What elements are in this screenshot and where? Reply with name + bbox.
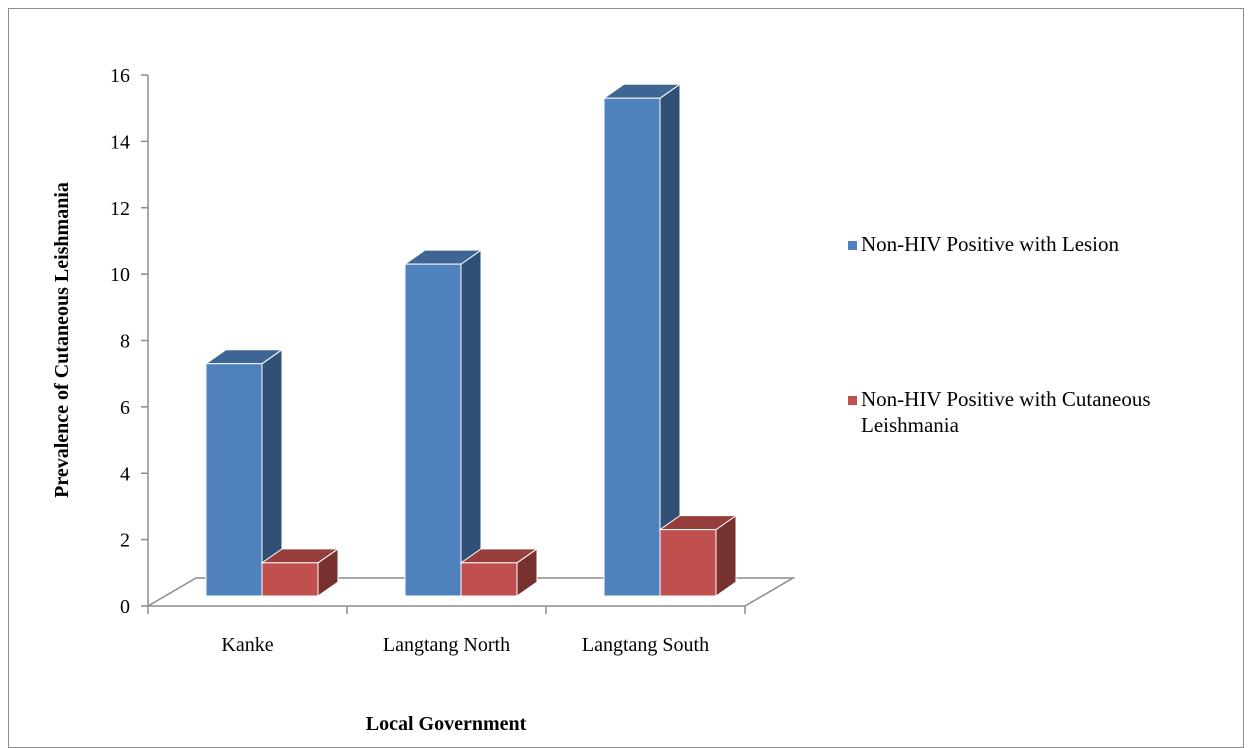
bar-leishmania-langtang-south: [658, 514, 738, 597]
y-tick-label: 4: [120, 463, 130, 485]
bar-lesion-langtang-north: [403, 249, 483, 597]
y-axis-title: Prevalence of Cutaneous Leishmania: [51, 182, 73, 498]
bar-lesion-kanke: [204, 348, 284, 597]
bar-front: [261, 562, 319, 597]
bar-side: [460, 249, 482, 597]
legend: Non-HIV Positive with Lesion Non-HIV Posi…: [848, 232, 1151, 437]
y-tick-label: 14: [110, 131, 130, 153]
bar-leishmania-kanke: [260, 547, 340, 597]
x-axis-title: Local Government: [366, 713, 527, 735]
bar-lesion-langtang-south: [602, 83, 682, 597]
legend-swatch: [848, 241, 857, 250]
legend-item: Non-HIV Positive with Lesion: [848, 232, 1120, 256]
bar-front: [659, 529, 717, 597]
x-axis-labels: Kanke Langtang North Langtang South: [221, 634, 709, 656]
bar-front: [460, 562, 518, 597]
y-tick-label: 16: [110, 65, 130, 87]
legend-item: Non-HIV Positive with Cutaneous Leishmani…: [848, 387, 1151, 437]
y-tick-label: 8: [120, 331, 130, 353]
y-tick-label: 10: [110, 264, 130, 286]
y-axis: 0 2 4 6 8 10 12 14 16: [110, 65, 746, 618]
bar-front: [404, 263, 462, 597]
legend-label: Non-HIV Positive with Cutaneous Leishmani…: [861, 387, 1151, 437]
y-tick-label: 6: [120, 397, 130, 419]
legend-label: Non-HIV Positive with Lesion: [861, 232, 1120, 256]
x-tick-label: Langtang South: [582, 634, 709, 656]
bars: [204, 83, 738, 597]
x-tick-label: Kanke: [221, 634, 273, 656]
x-tick-label: Langtang North: [383, 634, 510, 656]
legend-swatch: [848, 396, 857, 405]
bar-front: [603, 97, 661, 597]
bar-front: [205, 363, 263, 597]
y-tick-label: 12: [110, 198, 130, 220]
y-tick-label: 0: [120, 596, 130, 618]
y-tick-label: 2: [120, 530, 130, 552]
bar-leishmania-langtang-north: [459, 547, 539, 597]
